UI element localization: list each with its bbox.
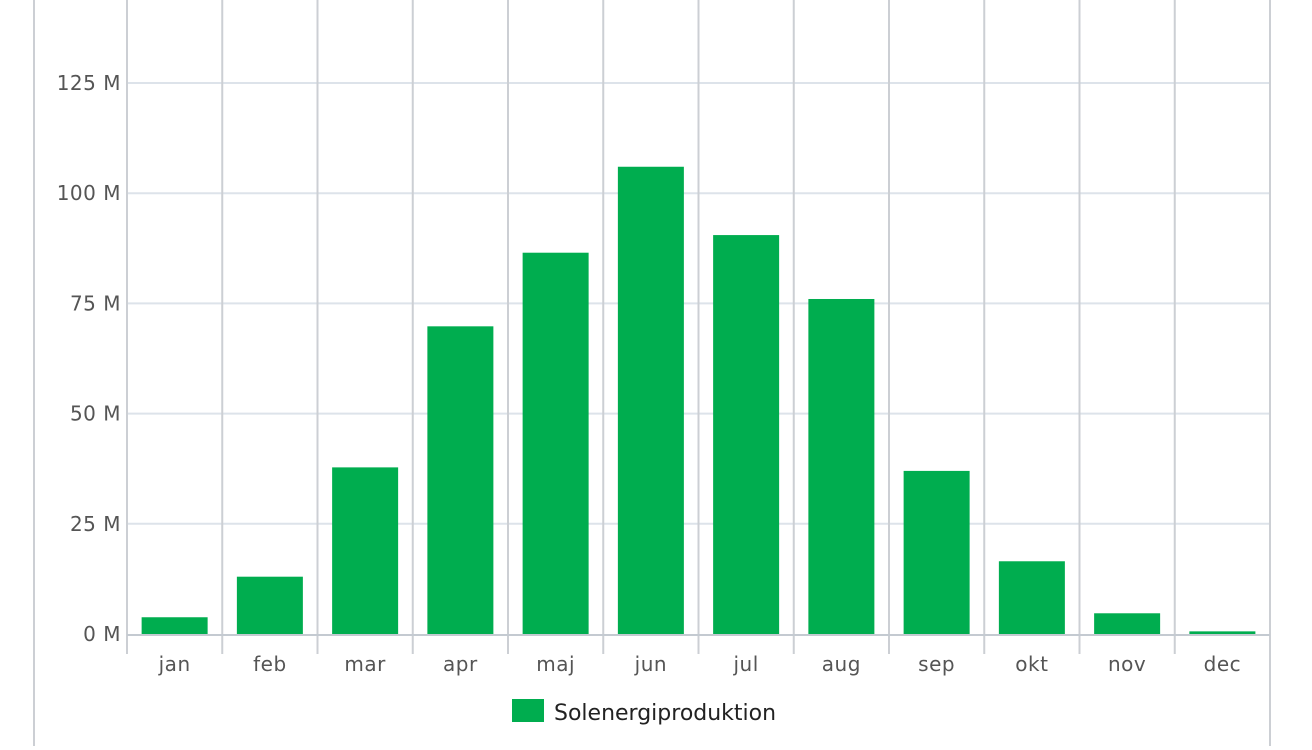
y-tick-label: 100 M [57, 181, 121, 205]
bar-jul[interactable] [713, 235, 780, 635]
y-axis-ticks: 0 M 25 M 50 M 75 M 100 M 125 M [57, 71, 121, 646]
x-tick-label: maj [536, 652, 575, 676]
bar-jun[interactable] [617, 166, 684, 634]
x-tick-label: apr [443, 652, 478, 676]
x-tick-label: feb [253, 652, 287, 676]
x-tick-label: jan [158, 652, 191, 676]
bar-dec[interactable] [1189, 631, 1256, 634]
x-tick-label: okt [1015, 652, 1048, 676]
y-tick-label: 125 M [57, 71, 121, 95]
bar-sep[interactable] [903, 470, 970, 634]
bar-aug[interactable] [808, 298, 875, 634]
bar-maj[interactable] [522, 252, 589, 634]
x-tick-label: jun [634, 652, 667, 676]
x-tick-label: dec [1204, 652, 1242, 676]
bar-feb[interactable] [236, 576, 303, 634]
legend-label[interactable]: Solenergiproduktion [554, 701, 776, 726]
bars [141, 166, 1256, 635]
y-tick-label: 75 M [70, 291, 121, 315]
x-tick-label: aug [822, 652, 861, 676]
x-tick-label: nov [1108, 652, 1146, 676]
y-tick-label: 25 M [70, 512, 121, 536]
category-dividers [126, 0, 1271, 654]
bar-okt[interactable] [998, 561, 1065, 634]
legend-swatch[interactable] [512, 699, 544, 722]
y-tick-label: 0 M [83, 622, 121, 646]
x-tick-label: sep [918, 652, 955, 676]
x-axis-ticks: jan feb mar apr maj jun jul aug sep okt nov dec [158, 652, 1242, 676]
bar-mar[interactable] [332, 467, 399, 634]
bar-nov[interactable] [1094, 613, 1161, 634]
x-tick-label: jul [732, 652, 758, 676]
y-tick-label: 50 M [70, 402, 121, 426]
bar-apr[interactable] [427, 326, 494, 634]
bar-jan[interactable] [141, 617, 208, 634]
legend[interactable]: Solenergiproduktion [512, 699, 776, 726]
x-tick-label: mar [344, 652, 386, 676]
